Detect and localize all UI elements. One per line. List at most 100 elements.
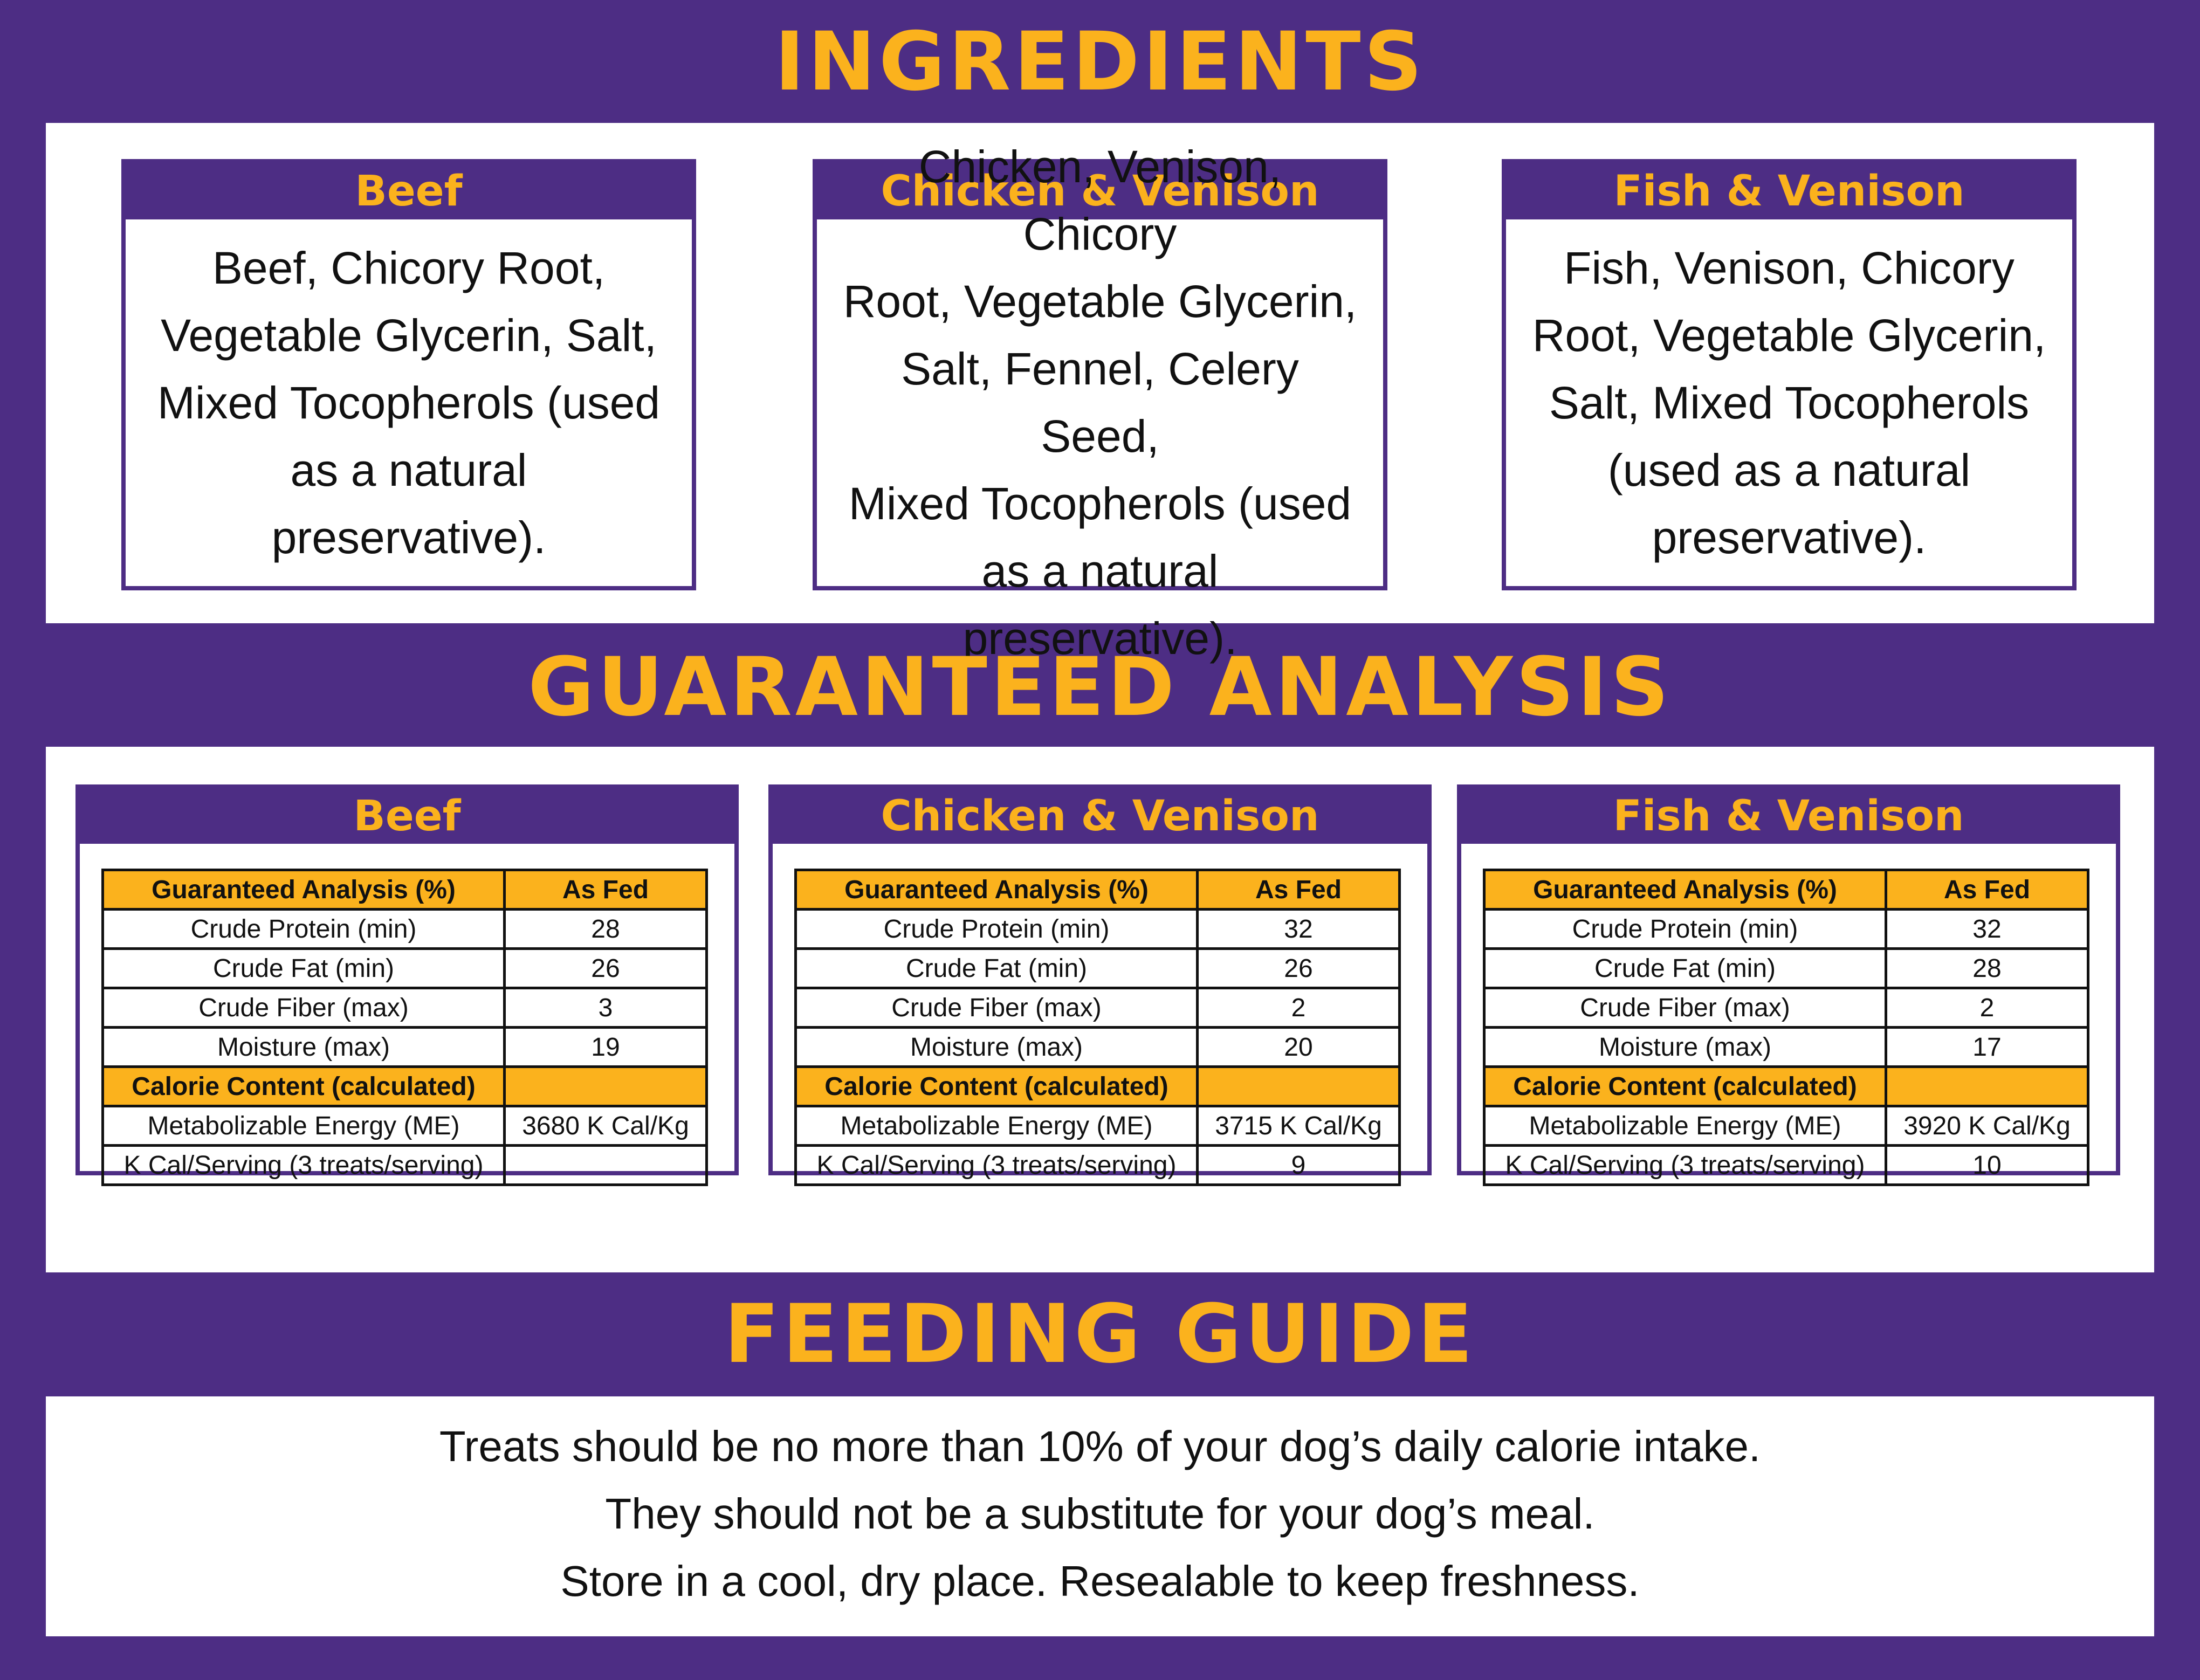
table-cell: 32 [1196,908,1401,950]
table-cell: 3715 K Cal/Kg [1196,1105,1401,1147]
table-cell: Guaranteed Analysis (%) [794,869,1199,911]
table-cell: Calorie Content (calculated) [794,1065,1199,1107]
table-subheader-row: Calorie Content (calculated) [1483,1065,2089,1107]
table-row: Crude Fiber (max) 2 [794,987,1401,1029]
ingredient-text: Chicken, Venison, Chicory Root, Vegetabl… [817,141,1383,664]
table-row: Metabolizable Energy (ME) 3920 K Cal/Kg [1483,1105,2089,1147]
feeding-guide-line: Treats should be no more than 10% of you… [439,1422,1761,1470]
table-cell [503,1065,708,1107]
ingredient-text: Fish, Venison, Chicory Root, Vegetable G… [1506,219,2072,586]
table-row: Crude Fiber (max) 3 [101,987,708,1029]
analysis-card-chicken-venison: Chicken & Venison Guaranteed Analysis (%… [768,784,1432,1186]
ingredient-text: Beef, Chicory Root, Vegetable Glycerin, … [126,219,692,586]
table-cell: 28 [503,908,708,950]
analysis-table: Guaranteed Analysis (%) As Fed Crude Prot… [1483,869,2089,1186]
table-row: K Cal/Serving (3 treats/serving) [101,1144,708,1186]
ingredient-card-fish-venison: Fish & Venison Fish, Venison, Chicory Ro… [1502,159,2077,590]
ingredient-line: Root, Vegetable Glycerin, [843,276,1357,327]
feeding-panel: Treats should be no more than 10% of you… [46,1396,2154,1636]
table-row: Crude Protein (min) 28 [101,908,708,950]
analysis-card-title: Chicken & Venison [773,789,1427,844]
table-cell: 9 [1196,1144,1401,1186]
feeding-guide-line: Store in a cool, dry place. Resealable t… [560,1557,1640,1605]
table-cell: Crude Fat (min) [1483,947,1887,989]
table-cell: K Cal/Serving (3 treats/serving) [794,1144,1199,1186]
table-row: Crude Fat (min) 28 [1483,947,2089,989]
ingredients-title: INGREDIENTS [774,15,1426,109]
analysis-table: Guaranteed Analysis (%) As Fed Crude Prot… [794,869,1401,1186]
table-cell: Metabolizable Energy (ME) [1483,1105,1887,1147]
ingredient-card-title: Fish & Venison [1506,163,2072,219]
table-row: Moisture (max) 19 [101,1026,708,1068]
table-cell: 32 [1885,908,2089,950]
ingredient-line: Beef, Chicory Root, [212,242,606,293]
table-cell: Crude Fat (min) [794,947,1199,989]
analysis-card-title: Fish & Venison [1461,789,2116,844]
table-row: Crude Protein (min) 32 [1483,908,2089,950]
table-subheader-row: Calorie Content (calculated) [101,1065,708,1107]
table-cell: Crude Fiber (max) [794,987,1199,1029]
table-cell: 26 [503,947,708,989]
ingredient-line: as a natural preservative). [271,444,546,563]
ingredient-card-title: Chicken & Venison [817,163,1383,219]
table-cell: 20 [1196,1026,1401,1068]
table-cell: K Cal/Serving (3 treats/serving) [1483,1144,1887,1186]
table-row: Crude Protein (min) 32 [794,908,1401,950]
table-cell: Guaranteed Analysis (%) [101,869,506,911]
analysis-card-beef: Beef Guaranteed Analysis (%) As Fed Crude… [75,784,739,1186]
table-header-row: Guaranteed Analysis (%) As Fed [1483,869,2089,911]
feeding-guide-text: Treats should be no more than 10% of you… [46,1413,2154,1615]
table-cell [1885,1065,2089,1107]
table-cell: Moisture (max) [1483,1026,1887,1068]
ingredient-line: Root, Vegetable Glycerin, [1532,309,2046,361]
table-cell: 2 [1196,987,1401,1029]
table-row: Crude Fat (min) 26 [794,947,1401,989]
ingredient-line: as a natural preservative). [962,546,1238,664]
ingredients-panel: Beef Beef, Chicory Root, Vegetable Glyce… [46,123,2154,664]
table-cell: Guaranteed Analysis (%) [1483,869,1887,911]
ingredient-line: Vegetable Glycerin, Salt, [161,309,657,361]
ingredient-card-beef: Beef Beef, Chicory Root, Vegetable Glyce… [121,159,696,590]
table-row: Crude Fiber (max) 2 [1483,987,2089,1029]
table-cell: As Fed [1885,869,2089,911]
table-cell: Crude Protein (min) [794,908,1199,950]
feeding-guide-line: They should not be a substitute for your… [605,1490,1595,1538]
table-cell: As Fed [503,869,708,911]
ingredient-card-title: Beef [126,163,692,219]
table-cell: Calorie Content (calculated) [1483,1065,1887,1107]
table-cell: Moisture (max) [794,1026,1199,1068]
table-cell: K Cal/Serving (3 treats/serving) [101,1144,506,1186]
table-row: Metabolizable Energy (ME) 3715 K Cal/Kg [794,1105,1401,1147]
table-cell: Crude Protein (min) [101,908,506,950]
analysis-table: Guaranteed Analysis (%) As Fed Crude Prot… [101,869,708,1186]
ingredient-line: Mixed Tocopherols (used [157,377,661,428]
table-cell: Calorie Content (calculated) [101,1065,506,1107]
table-header-row: Guaranteed Analysis (%) As Fed [794,869,1401,911]
table-row: Moisture (max) 17 [1483,1026,2089,1068]
ingredient-line: Salt, Fennel, Celery Seed, [901,343,1299,462]
table-header-row: Guaranteed Analysis (%) As Fed [101,869,708,911]
table-cell: 28 [1885,947,2089,989]
table-row: Crude Fat (min) 26 [101,947,708,989]
ingredient-line: Salt, Mixed Tocopherols [1549,377,2030,428]
feeding-title: FEEDING GUIDE [724,1287,1476,1381]
table-cell: Crude Fat (min) [101,947,506,989]
table-cell: 17 [1885,1026,2089,1068]
table-cell: Metabolizable Energy (ME) [794,1105,1199,1147]
table-row: K Cal/Serving (3 treats/serving) 9 [794,1144,1401,1186]
ingredient-line: Mixed Tocopherols (used [848,478,1352,529]
ingredient-line: Fish, Venison, Chicory [1564,242,2015,293]
table-row: K Cal/Serving (3 treats/serving) 10 [1483,1144,2089,1186]
analysis-card-title: Beef [80,789,734,844]
table-row: Metabolizable Energy (ME) 3680 K Cal/Kg [101,1105,708,1147]
table-cell: Crude Protein (min) [1483,908,1887,950]
table-cell: 3920 K Cal/Kg [1885,1105,2089,1147]
ingredient-line: Chicken, Venison, Chicory [918,141,1282,259]
table-cell: As Fed [1196,869,1401,911]
table-cell: 26 [1196,947,1401,989]
analysis-title: GUARANTEED ANALYSIS [528,641,1672,734]
analysis-card-fish-venison: Fish & Venison Guaranteed Analysis (%) As… [1457,784,2120,1186]
table-cell: Crude Fiber (max) [1483,987,1887,1029]
table-cell [503,1144,708,1186]
table-cell: 19 [503,1026,708,1068]
